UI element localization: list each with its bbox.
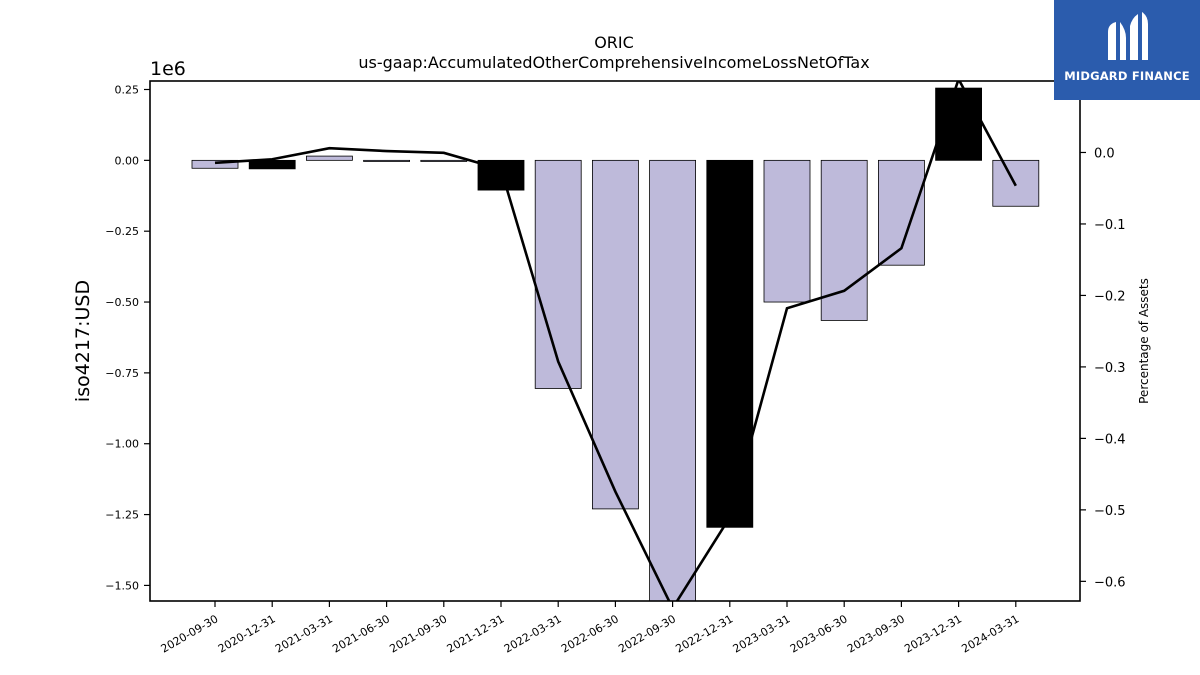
x-tick-label: 2023-12-31 — [902, 612, 964, 655]
x-tick-label: 2021-03-31 — [273, 612, 335, 655]
chart-title: ORIC — [594, 33, 634, 52]
bar-2022-03-31 — [534, 159, 582, 389]
bar-2021-09-30 — [420, 159, 468, 162]
bar-2020-12-31 — [248, 159, 296, 170]
chart-subtitle: us-gaap:AccumulatedOtherComprehensiveInc… — [358, 53, 869, 72]
x-tick-label: 2024-03-31 — [959, 612, 1021, 655]
midgard-m-icon — [1108, 12, 1148, 60]
y-tick-label: −1.50 — [105, 579, 139, 592]
bar-2023-06-30 — [820, 159, 868, 321]
bar-2023-03-31 — [763, 159, 811, 303]
x-tick-label: 2022-12-31 — [673, 612, 735, 655]
y-tick-label: −0.50 — [105, 296, 139, 309]
bar-2022-06-30 — [592, 159, 639, 510]
bar-2022-09-30 — [649, 159, 696, 602]
x-tick-label: 2023-06-30 — [788, 612, 850, 655]
brand-name: MIDGARD FINANCE — [1064, 69, 1190, 83]
x-tick-label: 2022-03-31 — [502, 612, 564, 655]
x-tick-label: 2021-09-30 — [387, 612, 449, 655]
y-axis-label: iso4217:USD — [72, 280, 94, 402]
x-tick-label: 2022-06-30 — [559, 612, 621, 655]
y-tick-label: −0.75 — [105, 367, 139, 380]
y-tick-label: 0.00 — [115, 154, 140, 167]
y-tick-label: −1.00 — [105, 438, 139, 451]
bar-2021-06-30 — [363, 159, 411, 162]
y2-axis-label: Percentage of Assets — [1137, 278, 1151, 404]
y2-tick-label: −0.3 — [1094, 361, 1126, 376]
y2-tick-label: −0.2 — [1094, 289, 1126, 304]
x-tick-label: 2023-03-31 — [731, 612, 793, 655]
y2-tick-label: −0.1 — [1094, 218, 1126, 233]
y2-tick-label: −0.6 — [1094, 575, 1126, 590]
y2-tick-label: 0.0 — [1094, 146, 1115, 161]
y-offset-label: 1e6 — [150, 58, 186, 80]
bar-2020-09-30 — [191, 159, 239, 169]
percentage-of-assets-line — [214, 81, 1017, 601]
y-tick-label: −0.25 — [105, 225, 139, 238]
x-tick-label: 2022-09-30 — [616, 612, 678, 655]
brand-logo: MIDGARD FINANCE — [1054, 0, 1200, 100]
x-tick-label: 2023-09-30 — [845, 612, 907, 655]
y2-tick-label: −0.4 — [1094, 432, 1126, 447]
bar-2022-12-31 — [706, 159, 754, 528]
y-tick-label: 0.25 — [115, 84, 140, 97]
y2-tick-label: −0.5 — [1094, 504, 1126, 519]
x-tick-label: 2021-06-30 — [330, 612, 392, 655]
y-tick-label: −1.25 — [105, 509, 139, 522]
x-tick-label: 2020-09-30 — [159, 612, 221, 655]
x-tick-label: 2021-12-31 — [445, 612, 507, 655]
bar-2021-03-31 — [305, 155, 353, 161]
x-tick-label: 2020-12-31 — [216, 612, 278, 655]
